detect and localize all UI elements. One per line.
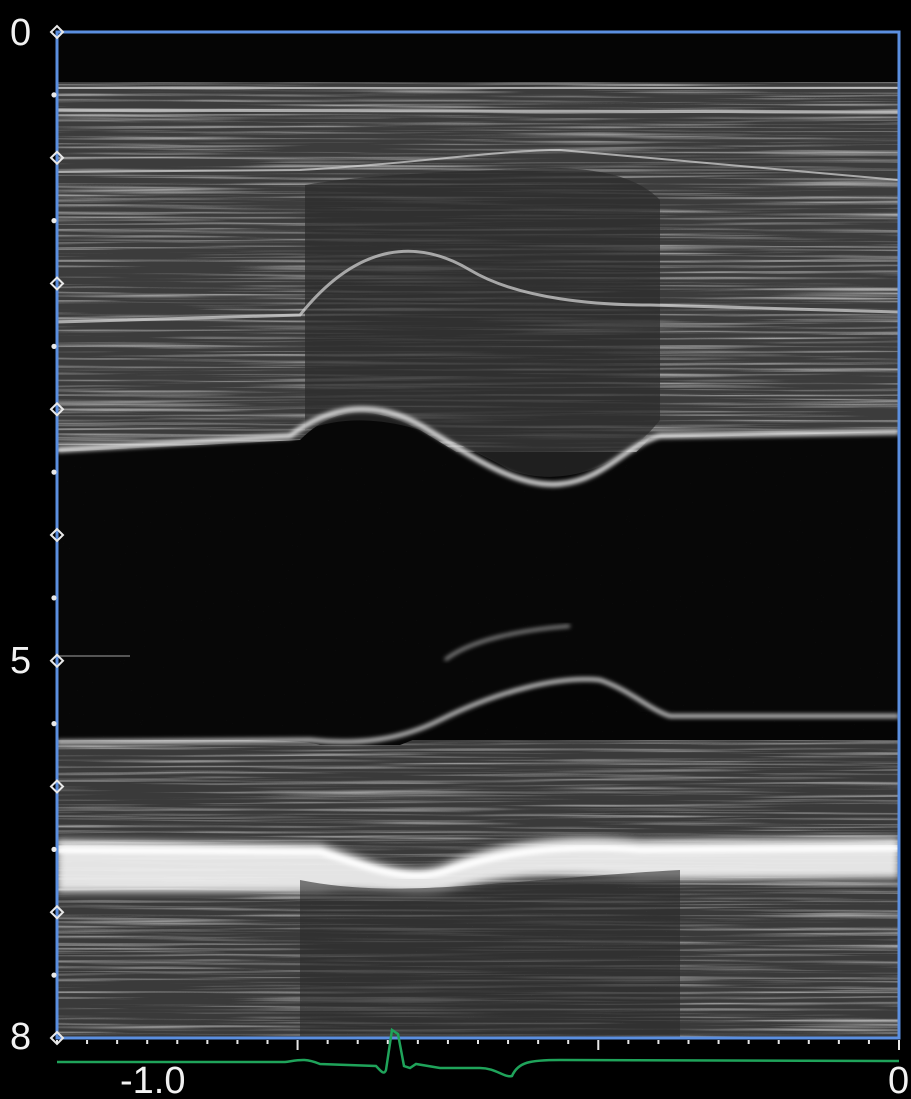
ecg-trace xyxy=(57,1027,900,1078)
depth-label-5: 5 xyxy=(10,640,32,682)
image-frame xyxy=(55,30,901,1040)
depth-marker xyxy=(49,904,65,920)
time-minor-tick xyxy=(837,1040,840,1044)
time-minor-tick xyxy=(176,1040,179,1044)
time-major-tick xyxy=(597,1040,600,1050)
depth-label-8: 8 xyxy=(10,1016,32,1058)
echo-image xyxy=(57,32,899,1038)
depth-minor-tick xyxy=(51,218,57,224)
time-minor-tick xyxy=(446,1040,449,1044)
time-minor-tick xyxy=(747,1040,750,1044)
depth-marker xyxy=(49,276,65,291)
time-minor-tick xyxy=(807,1040,810,1044)
depth-marker xyxy=(49,779,65,794)
time-minor-tick xyxy=(717,1040,720,1044)
time-minor-tick xyxy=(266,1040,269,1044)
depth-minor-tick xyxy=(51,846,57,852)
time-minor-tick xyxy=(867,1040,870,1044)
depth-minor-tick xyxy=(51,469,57,475)
time-minor-tick xyxy=(86,1040,89,1044)
depth-marker xyxy=(49,1030,65,1046)
time-minor-tick xyxy=(386,1040,389,1044)
time-minor-tick xyxy=(236,1040,239,1044)
time-minor-tick xyxy=(326,1040,329,1044)
depth-marker xyxy=(49,24,65,40)
depth-marker xyxy=(49,527,65,543)
time-minor-tick xyxy=(567,1040,570,1044)
time-label-minus-one: -1.0 xyxy=(120,1060,186,1099)
depth-axis xyxy=(49,24,65,1046)
depth-marker xyxy=(49,401,65,417)
depth-minor-tick xyxy=(51,595,57,601)
depth-minor-tick xyxy=(51,343,57,349)
time-minor-tick xyxy=(687,1040,690,1044)
time-minor-tick xyxy=(116,1040,119,1044)
time-minor-tick xyxy=(477,1040,479,1044)
time-minor-tick xyxy=(356,1040,359,1044)
time-minor-tick xyxy=(777,1040,780,1044)
depth-label-0: 0 xyxy=(10,12,32,54)
time-minor-tick xyxy=(657,1040,660,1044)
time-major-tick xyxy=(898,1040,900,1050)
time-major-tick xyxy=(296,1040,299,1050)
time-minor-tick xyxy=(206,1040,209,1044)
time-minor-tick xyxy=(537,1040,540,1044)
time-minor-tick xyxy=(146,1040,149,1044)
depth-minor-tick xyxy=(51,721,57,727)
time-label-zero: 0 xyxy=(888,1060,910,1099)
time-minor-tick xyxy=(56,1040,58,1044)
depth-minor-tick xyxy=(51,92,57,98)
depth-minor-tick xyxy=(51,972,57,978)
time-minor-tick xyxy=(416,1040,419,1044)
time-minor-tick xyxy=(507,1040,510,1044)
time-axis xyxy=(56,1040,900,1050)
depth-marker xyxy=(49,150,65,166)
depth-marker xyxy=(49,653,65,669)
time-minor-tick xyxy=(627,1040,630,1044)
